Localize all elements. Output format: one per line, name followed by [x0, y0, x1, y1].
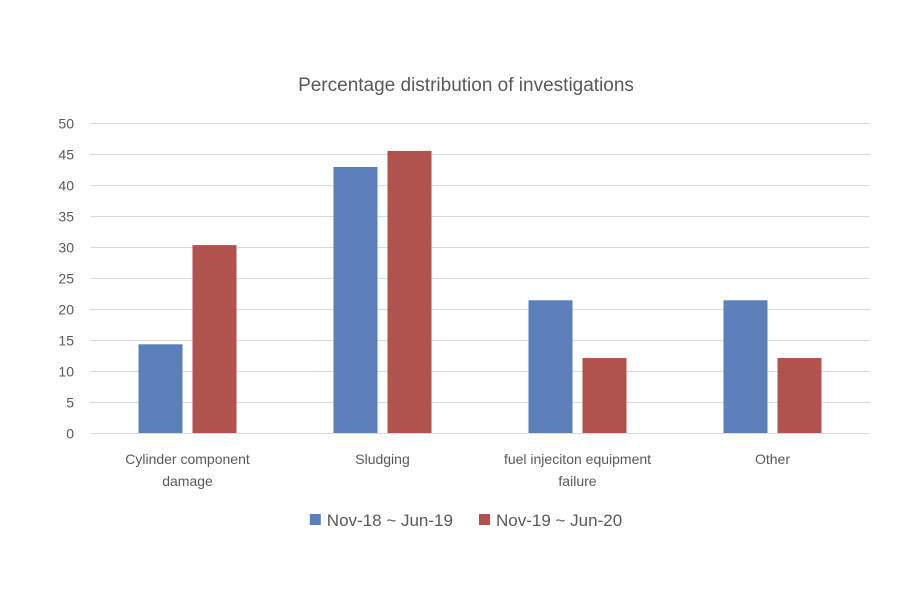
x-category-label: fuel injeciton equipment failure: [504, 451, 651, 489]
y-tick-label: 40: [58, 178, 74, 194]
y-tick-label: 10: [58, 364, 74, 380]
y-tick-label: 25: [58, 271, 74, 287]
legend-label: Nov-19 ~ Jun-20: [496, 511, 622, 530]
y-axis-tick-labels: 0 5 10 15 20 25 30 35 40 45 50: [58, 116, 74, 442]
x-category-label: Other: [755, 451, 790, 467]
y-tick-label: 30: [58, 240, 74, 256]
y-tick-label: 45: [58, 147, 74, 163]
y-tick-label: 35: [58, 209, 74, 225]
bar-series-2-cat-3: [582, 358, 627, 433]
legend-swatch: [479, 514, 490, 525]
bar-series-2-cat-4: [777, 358, 822, 433]
y-tick-label: 5: [66, 395, 74, 411]
bar-series-2-cat-1: [192, 245, 237, 433]
x-axis-category-labels: Cylinder component damage Sludging fuel inj…: [125, 451, 790, 489]
legend-label: Nov-18 ~ Jun-19: [327, 511, 453, 530]
legend-item-1: Nov-18 ~ Jun-19: [309, 511, 453, 530]
x-category-label: Cylinder component damage: [125, 451, 250, 489]
bar-series-1-cat-2: [333, 167, 378, 433]
x-category-label: Sludging: [355, 451, 410, 467]
bar-series-1-cat-4: [723, 300, 768, 433]
legend-item-2: Nov-19 ~ Jun-20: [479, 511, 622, 530]
bar-series-2-cat-2: [387, 150, 432, 433]
bar-series-1-cat-1: [138, 344, 183, 433]
y-tick-label: 0: [66, 426, 74, 442]
bar-series-1-cat-3: [528, 300, 573, 433]
chart-title: Percentage distribution of investigation…: [298, 75, 634, 96]
y-tick-label: 50: [58, 116, 74, 132]
bars: [138, 150, 822, 433]
y-tick-label: 15: [58, 333, 74, 349]
legend-swatch: [309, 514, 321, 525]
y-tick-label: 20: [58, 302, 74, 318]
legend: Nov-18 ~ Jun-19 Nov-19 ~ Jun-20: [309, 511, 622, 530]
